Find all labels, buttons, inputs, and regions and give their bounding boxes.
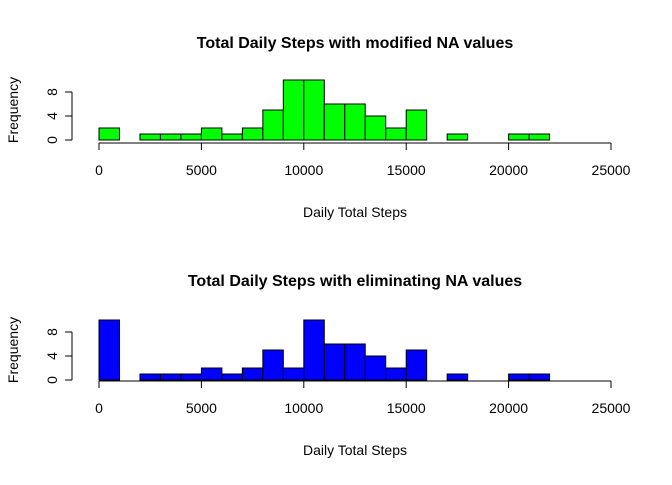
x-tick-label: 20000 bbox=[489, 400, 528, 416]
histogram-bar bbox=[508, 373, 530, 381]
y-axis-label: Frequency bbox=[5, 77, 21, 143]
chart-title: Total Daily Steps with modified NA value… bbox=[197, 35, 514, 52]
histogram-bar bbox=[241, 127, 264, 141]
x-axis-label: Daily Total Steps bbox=[303, 442, 407, 458]
histogram-bar bbox=[303, 79, 325, 141]
histogram-bar bbox=[446, 133, 469, 141]
histogram-bar bbox=[262, 109, 284, 141]
histogram-bar bbox=[98, 127, 120, 141]
y-tick-label: 4 bbox=[44, 112, 60, 120]
histogram-bar bbox=[139, 133, 161, 141]
x-tick-label: 15000 bbox=[387, 400, 426, 416]
histogram-bar bbox=[221, 133, 243, 141]
histogram-bar bbox=[282, 79, 305, 141]
histogram-bar bbox=[159, 133, 182, 141]
bars-group bbox=[98, 79, 551, 141]
histogram-bar bbox=[528, 373, 551, 381]
histogram-bar bbox=[446, 373, 469, 381]
histogram-bar bbox=[508, 133, 530, 141]
histogram-bar bbox=[262, 349, 284, 381]
y-tick-label: 8 bbox=[44, 88, 60, 96]
histogram-bar bbox=[385, 367, 407, 381]
histogram-bar bbox=[385, 127, 407, 141]
histogram-bar bbox=[180, 133, 202, 141]
histogram-bar bbox=[159, 373, 182, 381]
y-tick-label: 4 bbox=[44, 352, 60, 360]
x-axis: 0 5000 10000 15000 20000 25000 bbox=[95, 380, 631, 416]
histogram-panel-eliminated: Total Daily Steps with eliminating NA va… bbox=[5, 273, 631, 458]
y-tick-label: 0 bbox=[44, 136, 60, 144]
x-tick-label: 0 bbox=[95, 162, 103, 178]
y-tick-label: 0 bbox=[44, 376, 60, 384]
x-tick-label: 5000 bbox=[186, 162, 217, 178]
histogram-bar bbox=[323, 103, 346, 141]
x-tick-label: 5000 bbox=[186, 400, 217, 416]
x-axis-label: Daily Total Steps bbox=[303, 204, 407, 220]
chart-title: Total Daily Steps with eliminating NA va… bbox=[188, 273, 522, 290]
x-tick-label: 10000 bbox=[284, 162, 323, 178]
x-tick-label: 0 bbox=[95, 400, 103, 416]
histogram-bar bbox=[282, 367, 305, 381]
x-tick-label: 25000 bbox=[592, 400, 631, 416]
x-tick-label: 25000 bbox=[592, 162, 631, 178]
histogram-bar bbox=[200, 127, 223, 141]
histogram-bar bbox=[98, 319, 120, 381]
y-tick-label: 8 bbox=[44, 328, 60, 336]
histogram-bar bbox=[180, 373, 202, 381]
y-axis: 0 4 8 bbox=[44, 88, 73, 144]
histogram-bar bbox=[221, 373, 243, 381]
histogram-bar bbox=[344, 343, 366, 381]
histogram-panel-modified: Total Daily Steps with modified NA value… bbox=[5, 35, 631, 220]
y-axis-label: Frequency bbox=[5, 317, 21, 383]
histogram-bar bbox=[405, 349, 428, 381]
histogram-bar bbox=[303, 319, 325, 381]
bars-group bbox=[98, 319, 551, 381]
x-tick-label: 20000 bbox=[489, 162, 528, 178]
histogram-bar bbox=[323, 343, 346, 381]
histogram-bar bbox=[364, 115, 387, 141]
histogram-bar bbox=[344, 103, 366, 141]
y-axis: 0 4 8 bbox=[44, 328, 73, 384]
histogram-bar bbox=[139, 373, 161, 381]
x-axis: 0 5000 10000 15000 20000 25000 bbox=[95, 142, 631, 178]
x-tick-label: 10000 bbox=[284, 400, 323, 416]
x-tick-label: 15000 bbox=[387, 162, 426, 178]
histogram-bar bbox=[364, 355, 387, 381]
histogram-bar bbox=[241, 367, 264, 381]
histogram-bar bbox=[200, 367, 223, 381]
histogram-bar bbox=[528, 133, 551, 141]
histogram-bar bbox=[405, 109, 428, 141]
